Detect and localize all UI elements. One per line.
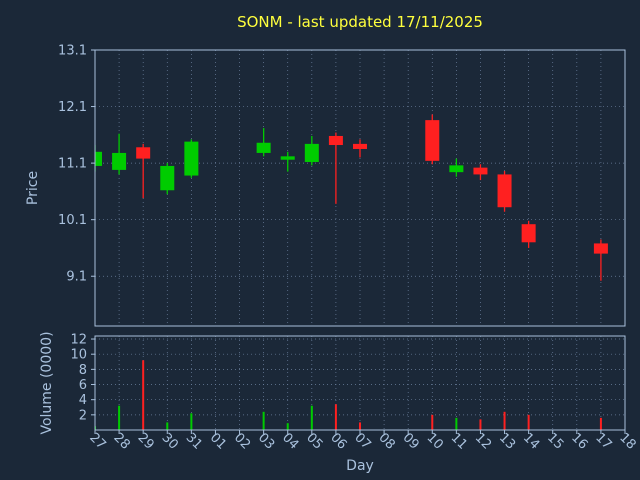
candle-body — [304, 143, 319, 162]
day-axis-label: Day — [346, 458, 374, 474]
x-tick-label: 15 — [544, 430, 566, 452]
candle-body — [184, 141, 199, 176]
volume-axes-border — [94, 335, 626, 431]
x-tick-label: 03 — [255, 430, 277, 452]
price-tick-label: 9.1 — [66, 270, 87, 285]
candle-body — [497, 174, 512, 208]
candle-body — [112, 152, 127, 170]
volume-axis-label: Volume (0000) — [39, 331, 55, 435]
candle-body — [256, 142, 271, 153]
candle-body — [160, 165, 175, 191]
x-tick-label: 08 — [375, 430, 397, 452]
price-axis-label: Price — [25, 170, 41, 206]
price-tick-label: 10.1 — [58, 213, 87, 228]
x-tick-label: 04 — [279, 430, 301, 452]
candle-body — [353, 143, 367, 149]
x-tick-label: 13 — [496, 430, 518, 452]
chart-title: SONM - last updated 17/11/2025 — [237, 13, 483, 31]
volume-tick-label: 10 — [70, 348, 87, 363]
x-tick-label: 16 — [568, 430, 590, 452]
candle-body — [328, 135, 343, 146]
candle-body — [593, 243, 608, 254]
candle-body — [425, 120, 440, 161]
candle-body — [521, 224, 536, 243]
price-panel — [95, 114, 608, 281]
x-tick-label: 29 — [135, 430, 157, 452]
price-tick-label: 13.1 — [58, 44, 87, 59]
x-tick-label: 28 — [110, 430, 132, 452]
x-tick-label: 17 — [592, 430, 614, 452]
x-tick-label: 02 — [231, 430, 253, 452]
candle-body — [449, 165, 464, 173]
x-tick-label: 27 — [86, 430, 108, 452]
x-tick-label: 09 — [400, 430, 422, 452]
volume-tick-label: 12 — [70, 333, 87, 348]
x-tick-label: 05 — [303, 430, 325, 452]
x-tick-label: 12 — [472, 430, 494, 452]
x-tick-label: 14 — [520, 430, 542, 452]
price-axes-border — [94, 49, 626, 327]
x-tick-label: 30 — [159, 430, 181, 452]
candle-body — [95, 151, 102, 166]
x-tick-label: 01 — [207, 430, 229, 452]
price-tick-label: 11.1 — [58, 157, 87, 172]
candle-body — [473, 167, 488, 175]
price-tick-label: 12.1 — [58, 100, 87, 115]
volume-tick-label: 6 — [79, 378, 87, 393]
x-tick-label: 31 — [183, 430, 205, 452]
x-tick-label: 18 — [616, 430, 638, 452]
volume-tick-label: 8 — [79, 363, 87, 378]
x-tick-label: 07 — [351, 430, 373, 452]
x-tick-label: 10 — [424, 430, 446, 452]
volume-panel — [95, 360, 602, 430]
volume-tick-label: 4 — [79, 393, 87, 408]
x-tick-label: 06 — [327, 430, 349, 452]
volume-tick-label: 2 — [79, 408, 87, 423]
x-tick-label: 11 — [448, 430, 470, 452]
candle-body — [280, 156, 295, 160]
candle-body — [136, 147, 151, 159]
